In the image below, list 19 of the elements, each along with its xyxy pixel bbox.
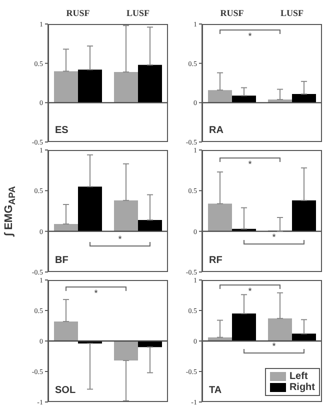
annotation: *	[247, 286, 253, 296]
text: TA	[209, 385, 222, 396]
text: RF	[209, 255, 222, 266]
annotation: *	[117, 234, 123, 244]
legend-label: Right	[289, 382, 315, 393]
text: BF	[55, 255, 68, 266]
x-tick-label: LUSF	[126, 8, 150, 18]
x-tick-label: LUSF	[280, 8, 304, 18]
annotation: *	[271, 341, 277, 352]
text: SOL	[55, 385, 76, 396]
annotation: *	[271, 232, 277, 242]
x-tick-label: RUSF	[220, 8, 244, 18]
text: ES	[55, 125, 68, 136]
legend-label: Left	[289, 371, 308, 382]
annotation: *	[247, 31, 253, 42]
annotation: *	[247, 159, 253, 170]
text: RA	[209, 125, 224, 136]
annotation: *	[93, 288, 99, 298]
x-tick-label: RUSF	[66, 8, 90, 18]
